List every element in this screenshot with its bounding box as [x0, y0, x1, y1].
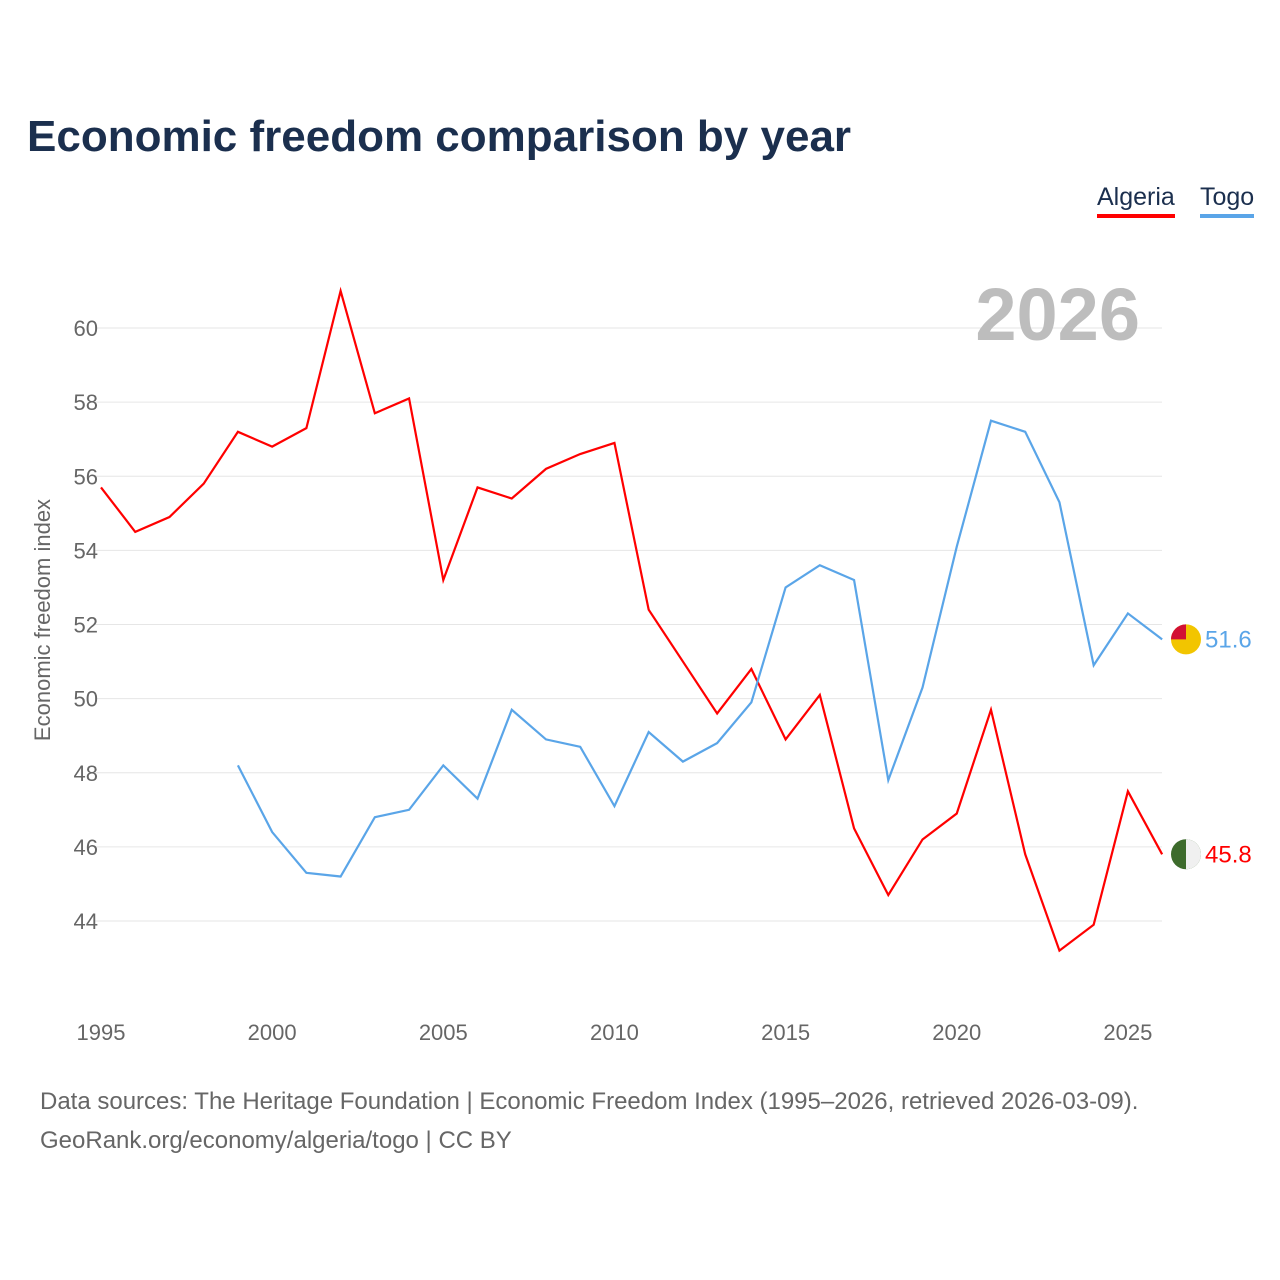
- y-tick-label: 54: [74, 538, 98, 563]
- y-tick-label: 48: [74, 761, 98, 786]
- year-watermark: 2026: [975, 273, 1140, 356]
- y-tick-label: 60: [74, 316, 98, 341]
- x-tick-label: 2020: [932, 1020, 981, 1045]
- y-tick-label: 50: [74, 687, 98, 712]
- legend-algeria[interactable]: Algeria: [1097, 183, 1175, 218]
- footer-credit: GeoRank.org/economy/algeria/togo | CC BY: [40, 1127, 512, 1154]
- legend-togo[interactable]: Togo: [1200, 183, 1255, 218]
- x-tick-label: 2005: [419, 1020, 468, 1045]
- x-tick-label: 2010: [590, 1020, 639, 1045]
- x-tick-label: 2000: [248, 1020, 297, 1045]
- flag-detail: [1186, 839, 1202, 870]
- y-tick-label: 46: [74, 835, 98, 860]
- series-line-algeria: [100, 286, 1164, 953]
- footer-sources: Data sources: The Heritage Foundation | …: [40, 1088, 1139, 1115]
- y-tick-label: 44: [74, 909, 98, 934]
- x-tick-label: 2015: [761, 1020, 810, 1045]
- end-value-label-togo: 51.6: [1205, 626, 1252, 653]
- series-line-togo: [236, 419, 1163, 878]
- y-tick-label: 56: [74, 464, 98, 489]
- y-axis-label: Economic freedom index: [30, 499, 55, 741]
- x-tick-label: 2025: [1103, 1020, 1152, 1045]
- y-tick-label: 58: [74, 390, 98, 415]
- x-tick-label: 1995: [77, 1020, 126, 1045]
- y-tick-label: 52: [74, 613, 98, 638]
- flag-detail: [1171, 624, 1186, 640]
- chart-title: Economic freedom comparison by year: [27, 112, 852, 161]
- end-value-label-algeria: 45.8: [1205, 841, 1252, 868]
